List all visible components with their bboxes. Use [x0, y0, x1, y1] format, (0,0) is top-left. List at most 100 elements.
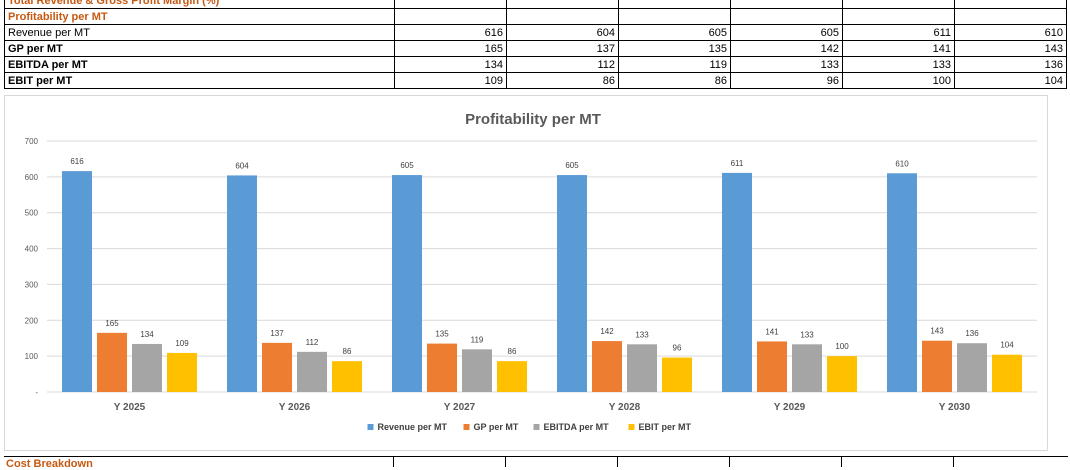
data-label: 109 [175, 339, 189, 348]
data-label: 104 [1000, 341, 1014, 350]
bar [427, 343, 457, 392]
row-label[interactable]: GP per MT [4, 40, 395, 57]
legend-swatch [628, 424, 635, 430]
table-row: GP per MT 165 137 135 142 141 143 [4, 40, 1067, 57]
table-cell[interactable] [506, 0, 619, 9]
table-row: Revenue per MT 616 604 605 605 611 610 [4, 24, 1067, 41]
table-cell[interactable] [954, 0, 1067, 9]
chart-title: Profitability per MT [465, 111, 601, 128]
data-label: 616 [70, 157, 84, 166]
table-cell[interactable] [730, 0, 843, 9]
data-table: Total Revenue & Gross Profit Margin (%) … [4, 0, 1067, 89]
table-cell[interactable] [730, 8, 843, 25]
table-cell[interactable]: 133 [842, 56, 955, 73]
table-cell[interactable] [618, 8, 731, 25]
table-cell[interactable] [954, 8, 1067, 25]
bar [227, 175, 257, 392]
bar [332, 361, 362, 392]
bar [392, 175, 422, 392]
table-header-label[interactable]: Total Revenue & Gross Profit Margin (%) [4, 0, 395, 9]
legend-label: GP per MT [474, 422, 519, 432]
table-cell[interactable]: 86 [506, 72, 619, 89]
data-label: 611 [731, 159, 744, 168]
y-tick-label: - [35, 388, 38, 397]
data-label: 119 [471, 335, 484, 344]
chart-area[interactable]: Profitability per MT - 100 200 300 400 500 600 7… [4, 95, 1048, 451]
bar [662, 357, 692, 392]
data-label: 86 [508, 347, 517, 356]
table-cell[interactable]: 137 [506, 40, 619, 57]
row-label[interactable]: EBITDA per MT [4, 56, 395, 73]
bar [262, 342, 292, 392]
table-cell[interactable]: 604 [506, 24, 619, 41]
x-tick-label: Y 2025 [114, 402, 146, 413]
table-cell[interactable]: 142 [730, 40, 843, 57]
legend-swatch [367, 424, 374, 430]
bar [722, 172, 752, 392]
table-row: EBIT per MT 109 86 86 96 100 104 [4, 72, 1067, 89]
table-cell[interactable] [842, 0, 955, 9]
row-label[interactable]: EBIT per MT [4, 72, 395, 89]
data-label: 134 [140, 330, 154, 339]
table-cell[interactable]: 133 [730, 56, 843, 73]
bar [887, 173, 917, 392]
data-label: 610 [895, 159, 909, 168]
table-cell[interactable] [618, 0, 731, 9]
table-cell[interactable]: 141 [842, 40, 955, 57]
table-cell[interactable]: 165 [394, 40, 507, 57]
table-cell[interactable]: 605 [730, 24, 843, 41]
bar-chart: Profitability per MT - 100 200 300 400 500 600 7… [25, 111, 1037, 432]
table-cell[interactable]: 134 [394, 56, 507, 73]
table-cell[interactable]: 86 [618, 72, 731, 89]
bar [592, 341, 622, 392]
table-cell[interactable]: 96 [730, 72, 843, 89]
table-cell[interactable]: 611 [842, 24, 955, 41]
y-tick-label: 500 [25, 209, 39, 218]
table-section-label[interactable]: Profitability per MT [4, 8, 395, 25]
bar [627, 344, 657, 392]
table-cell[interactable] [394, 8, 507, 25]
data-label: 605 [565, 161, 579, 170]
bar [167, 352, 197, 392]
data-label: 165 [105, 319, 119, 328]
table-cell[interactable]: 119 [618, 56, 731, 73]
table-cell[interactable] [394, 0, 507, 9]
data-label: 96 [673, 344, 682, 353]
legend-swatch [533, 424, 540, 430]
bar [497, 361, 527, 392]
data-label: 137 [270, 329, 284, 338]
x-tick-label: Y 2027 [444, 402, 476, 413]
bar [97, 332, 127, 392]
data-label: 135 [435, 330, 449, 339]
bar [957, 343, 987, 392]
table-cell[interactable]: 135 [618, 40, 731, 57]
table-cell[interactable]: 610 [954, 24, 1067, 41]
data-label: 86 [343, 347, 352, 356]
table-cell[interactable]: 109 [394, 72, 507, 89]
data-label: 142 [600, 327, 614, 336]
table-cell[interactable]: 605 [618, 24, 731, 41]
table-cell[interactable]: 104 [954, 72, 1067, 89]
bar [827, 356, 857, 392]
table-header-row: Total Revenue & Gross Profit Margin (%) [4, 0, 1067, 9]
table-cell[interactable]: 143 [954, 40, 1067, 57]
bar [992, 354, 1022, 392]
table-cell[interactable]: 112 [506, 56, 619, 73]
data-label: 604 [235, 161, 249, 170]
y-tick-label: 600 [25, 173, 39, 182]
table-row: EBITDA per MT 134 112 119 133 133 136 [4, 56, 1067, 73]
table-cell[interactable]: 100 [842, 72, 955, 89]
table-cell[interactable] [842, 8, 955, 25]
table-cell[interactable] [506, 8, 619, 25]
table-cell[interactable]: 136 [954, 56, 1067, 73]
table-cell[interactable]: 616 [394, 24, 507, 41]
y-tick-label: 100 [25, 352, 39, 361]
x-tick-label: Y 2026 [279, 402, 311, 413]
x-tick-label: Y 2030 [939, 402, 971, 413]
bar [62, 171, 92, 392]
row-label[interactable]: Revenue per MT [4, 24, 395, 41]
bar [757, 341, 787, 392]
bar [792, 344, 822, 392]
bar [922, 340, 952, 392]
